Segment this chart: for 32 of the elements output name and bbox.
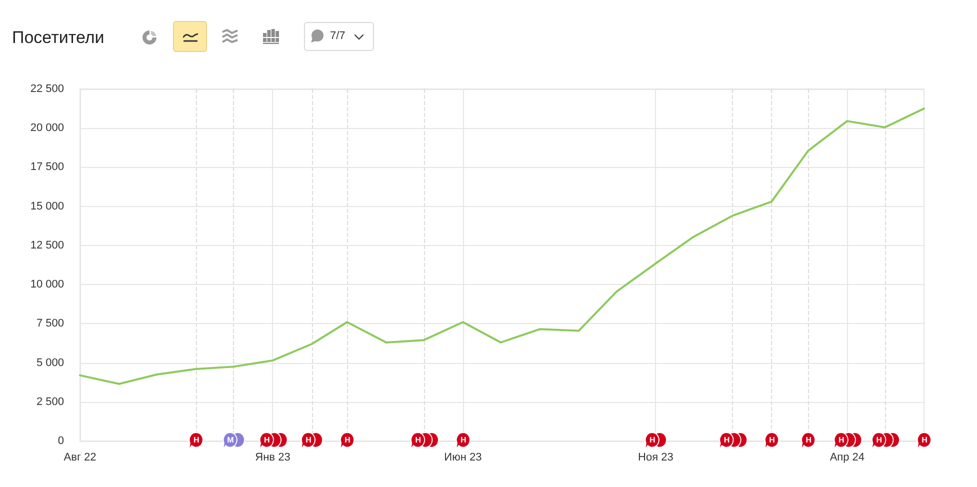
y-tick-label: 7 500 — [36, 318, 64, 330]
y-tick-label: 22 500 — [30, 83, 64, 95]
text: 7/7 — [330, 30, 346, 43]
data-label: Н — [344, 436, 351, 444]
data-label: Н — [838, 436, 844, 444]
y-tick-label: 0 — [58, 435, 64, 447]
x-tick-label: Июн 23 — [444, 452, 482, 464]
x-tick-label: Апр 24 — [830, 452, 865, 464]
data-label: Н — [769, 436, 776, 444]
chart-title: Посетители — [12, 27, 104, 48]
data-label: Н — [194, 436, 200, 444]
data-label: Н — [650, 436, 656, 444]
data-label: Н — [460, 436, 467, 444]
y-tick-label: 10 000 — [30, 278, 64, 291]
y-tick-label: 15 000 — [30, 200, 64, 212]
data-label: Н — [724, 436, 730, 444]
y-tick-label: 17 500 — [30, 161, 64, 174]
x-tick-label: Ноя 23 — [638, 452, 674, 464]
y-tick-label: 5 000 — [36, 356, 64, 369]
data-label: Н — [264, 436, 270, 444]
x-tick-label: Авг 22 — [64, 452, 96, 464]
data-label: Н — [415, 436, 422, 444]
data-label: М — [227, 436, 234, 444]
y-tick-label: 2 500 — [36, 396, 64, 408]
data-label: Н — [922, 436, 928, 444]
y-tick-label: 12 500 — [30, 239, 64, 252]
x-tick-label: Янв 23 — [255, 452, 290, 464]
data-label: Н — [306, 436, 312, 444]
data-label: Н — [876, 436, 882, 444]
data-label: Н — [806, 436, 812, 444]
y-tick-label: 20 000 — [30, 122, 64, 134]
line-series — [79, 108, 925, 385]
